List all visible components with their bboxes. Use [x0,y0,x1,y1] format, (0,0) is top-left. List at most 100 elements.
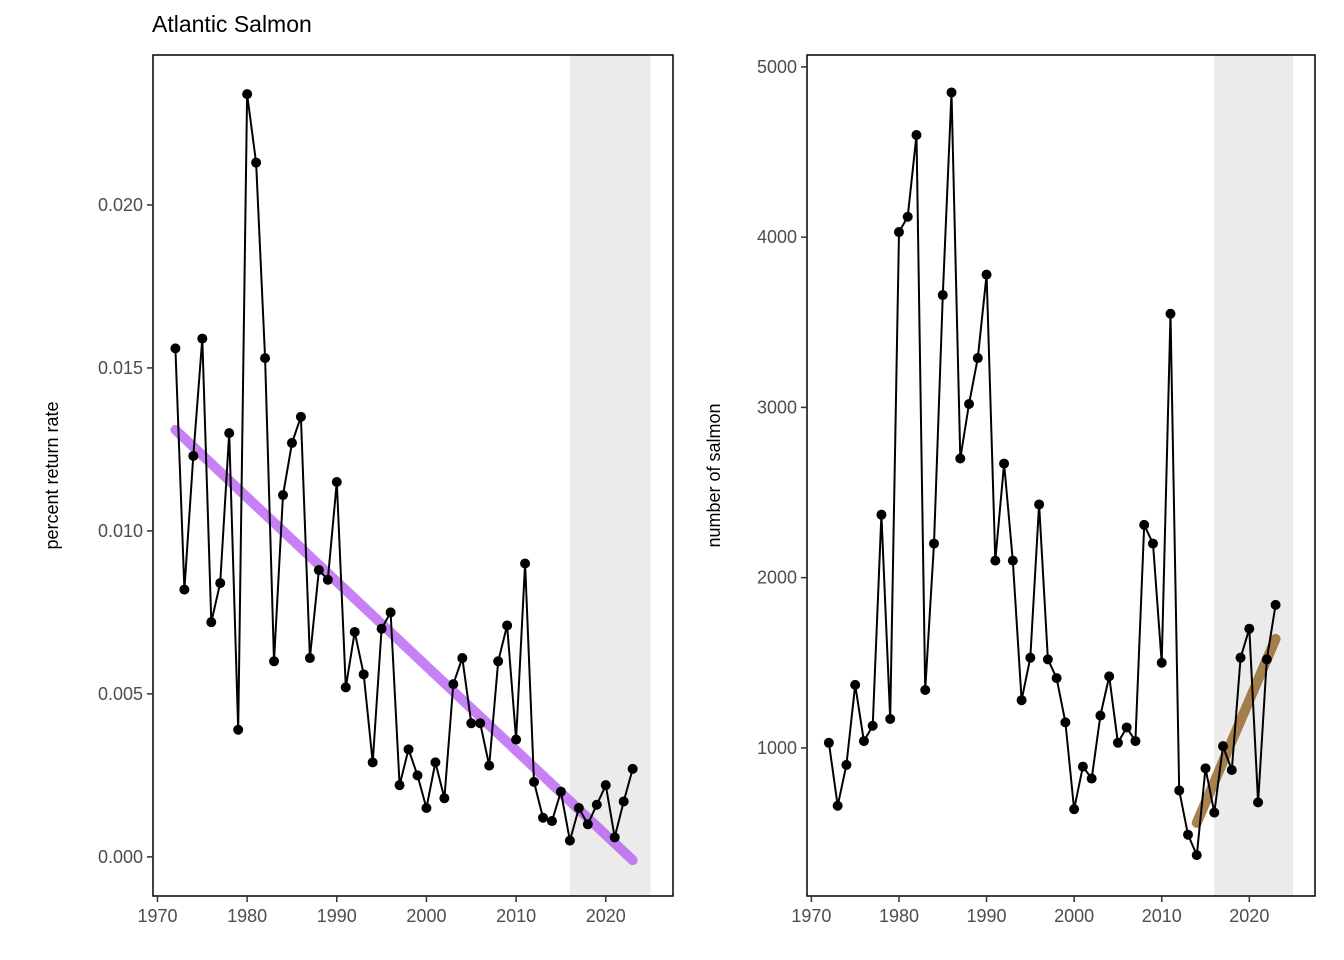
data-point [278,490,288,501]
data-point [823,737,834,748]
shaded-region [1214,55,1294,896]
data-point [197,333,208,344]
chart-panel-2: 1970 1980 1990 2000 2010 2020 1000 2000 3000 4000… [704,54,1316,926]
data-point [1069,804,1080,815]
data-point [1121,722,1132,733]
data-point [403,744,414,755]
data-point [215,578,226,589]
data-point [1025,652,1036,663]
data-point [990,555,1001,566]
x-tick-label: 2020 [1229,906,1269,926]
data-point [233,724,244,735]
panel-border [806,54,1316,897]
data-point [999,458,1010,469]
data-point [529,776,540,787]
data-point [1200,763,1211,774]
data-point [1086,773,1097,784]
data-point [385,607,396,618]
data-point [1174,785,1185,796]
y-tick-label: 0.020 [98,195,143,215]
data-point [893,227,904,238]
data-point [1051,673,1062,684]
data-point [457,653,468,664]
x-tick-label: 2000 [1054,906,1094,926]
data-point [591,799,602,810]
data-point [1235,652,1246,663]
x-tick-label: 1970 [791,906,831,926]
data-point [502,620,513,631]
data-point [331,477,342,488]
x-tick-label: 2010 [1142,906,1182,926]
data-point [466,718,477,729]
data-point [1007,555,1018,566]
data-point [885,713,896,724]
data-point [582,819,593,830]
data-point [304,653,315,664]
data-point [1253,797,1264,808]
data-point [902,211,913,222]
data-point [179,584,190,595]
data-point [1060,717,1071,728]
data-point [609,832,620,843]
data-point [269,656,280,667]
x-tick-label: 2000 [406,906,446,926]
data-point [260,353,271,364]
data-point [412,770,423,781]
data-point [1034,499,1045,510]
data-point [573,802,584,813]
data-point [439,793,450,804]
data-point [1218,741,1229,752]
data-point [972,353,983,364]
data-point [1139,519,1150,530]
x-tick-label: 1990 [317,906,357,926]
data-point [340,682,351,693]
y-tick-label: 2000 [757,568,797,588]
y-axis-label: percent return rate [42,401,62,549]
data-point [242,89,253,100]
data-point [349,626,360,637]
data-point [1183,829,1193,840]
data-point [858,736,869,747]
data-point [484,760,495,771]
data-point [981,269,992,280]
data-point [1130,736,1141,747]
data-point [555,786,566,797]
data-point [929,538,939,549]
data-point [911,130,922,141]
data-point [394,780,405,791]
data-point [618,796,629,807]
data-point [1261,654,1272,665]
data-point [867,720,878,731]
data-point [627,763,638,774]
data-point [367,757,378,768]
x-tick-label: 1980 [879,906,919,926]
data-point [1095,710,1106,721]
data-point [1226,765,1237,776]
panel-border [152,54,674,897]
y-tick-label: 1000 [757,738,797,758]
data-point [955,453,966,464]
data-point [313,565,324,576]
y-tick-label: 0.015 [98,358,143,378]
data-point [170,343,181,354]
data-point [850,679,861,690]
x-tick-label: 1980 [227,906,267,926]
data-point [493,656,504,667]
data-point [1244,623,1255,634]
x-tick-label: 1970 [137,906,177,926]
data-point [538,812,548,823]
data-point [1112,737,1123,748]
shaded-region [569,55,651,896]
data-point [251,157,262,168]
data-point [376,623,387,634]
y-tick-label: 0.005 [98,684,143,704]
data-point [1165,308,1176,319]
x-tick-label: 2010 [496,906,536,926]
data-point [1270,599,1281,610]
data-point [1104,671,1115,682]
data-point [224,428,235,439]
series-line [827,92,1277,860]
series-line [174,93,634,841]
data-point [876,509,887,520]
